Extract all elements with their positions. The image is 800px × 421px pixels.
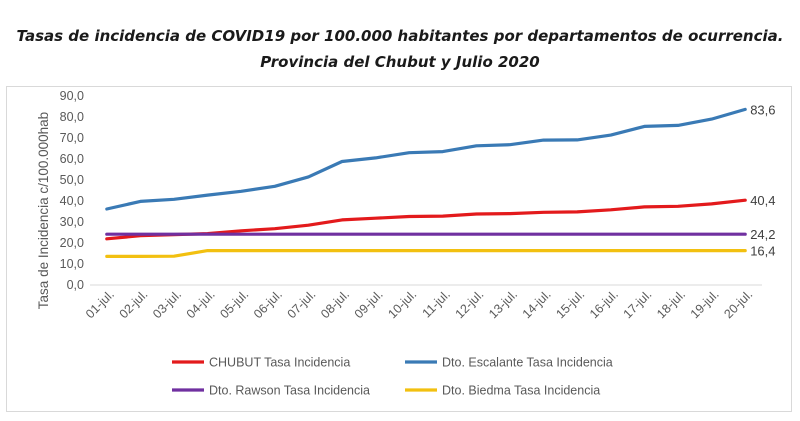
data-label: 83,6 (750, 102, 775, 117)
y-axis-label: Tasa de Incidencia c/100.000hab (36, 112, 51, 309)
y-tick-label: 80,0 (60, 110, 84, 124)
x-tick-label: 16-jul. (587, 287, 621, 321)
x-tick-label: 09-jul. (352, 287, 386, 321)
x-tick-label: 12-jul. (453, 287, 487, 321)
y-tick-label: 10,0 (60, 257, 84, 271)
legend-label: Dto. Escalante Tasa Incidencia (442, 356, 613, 370)
legend-label: CHUBUT Tasa Incidencia (209, 356, 350, 370)
x-tick-label: 15-jul. (553, 287, 587, 321)
y-tick-label: 60,0 (60, 152, 84, 166)
series-line (105, 107, 747, 211)
x-tick-label: 03-jul. (150, 287, 184, 321)
x-tick-label: 19-jul. (688, 287, 722, 321)
data-label: 16,4 (750, 244, 775, 259)
x-tick-label: 06-jul. (251, 287, 285, 321)
x-tick-label: 20-jul. (721, 287, 755, 321)
x-tick-label: 02-jul. (117, 287, 151, 321)
x-tick-label: 10-jul. (385, 287, 419, 321)
x-tick-label: 14-jul. (520, 287, 554, 321)
y-tick-label: 50,0 (60, 173, 84, 187)
y-tick-label: 70,0 (60, 131, 84, 145)
x-tick-label: 13-jul. (486, 287, 520, 321)
x-tick-label: 01-jul. (83, 287, 117, 321)
y-tick-label: 20,0 (60, 236, 84, 250)
series-line (105, 249, 747, 258)
legend-label: Dto. Rawson Tasa Incidencia (209, 384, 370, 398)
x-tick-label: 08-jul. (318, 287, 352, 321)
x-tick-label: 18-jul. (654, 287, 688, 321)
y-tick-label: 0,0 (67, 278, 84, 292)
x-tick-label: 17-jul. (621, 287, 655, 321)
chart-subtitle: Provincia del Chubut y Julio 2020 (260, 53, 540, 71)
y-tick-label: 30,0 (60, 215, 84, 229)
data-label: 40,4 (750, 193, 775, 208)
x-tick-label: 11-jul. (420, 287, 453, 320)
x-tick-label: 04-jul. (184, 287, 218, 321)
legend-label: Dto. Biedma Tasa Incidencia (442, 384, 600, 398)
data-label: 24,2 (750, 227, 775, 242)
x-tick-label: 07-jul. (285, 287, 319, 321)
y-tick-label: 40,0 (60, 194, 84, 208)
chart-frame (6, 86, 792, 412)
chart-title: Tasas de incidencia de COVID19 por 100.0… (16, 27, 784, 45)
y-tick-label: 90,0 (60, 89, 84, 103)
x-tick-label: 05-jul. (217, 287, 251, 321)
